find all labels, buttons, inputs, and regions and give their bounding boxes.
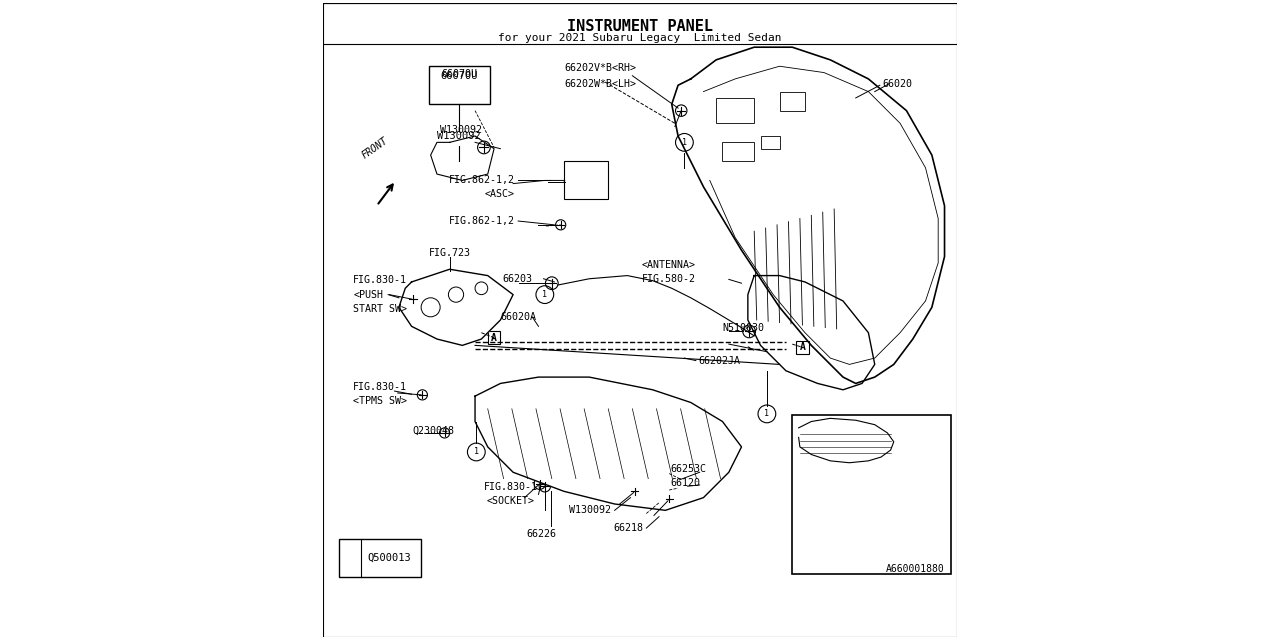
Text: FIG.723: FIG.723 <box>429 248 471 259</box>
Text: 1: 1 <box>348 554 352 563</box>
Text: Q230048: Q230048 <box>413 426 454 436</box>
Text: 66120: 66120 <box>671 478 700 488</box>
Text: FRONT: FRONT <box>360 135 389 160</box>
Polygon shape <box>475 377 741 510</box>
Text: A: A <box>800 342 805 352</box>
Bar <box>716 98 754 124</box>
Bar <box>722 142 754 161</box>
Text: 1: 1 <box>474 447 479 456</box>
Text: 66020A: 66020A <box>500 312 536 322</box>
Text: 66218: 66218 <box>613 523 643 533</box>
Text: W130092: W130092 <box>440 125 483 134</box>
Text: INSTRUMENT PANEL: INSTRUMENT PANEL <box>567 19 713 34</box>
Text: FIG.830-1: FIG.830-1 <box>353 381 407 392</box>
Text: 66202W*B<LH>: 66202W*B<LH> <box>564 79 636 89</box>
Text: FIG.862-1,2: FIG.862-1,2 <box>448 216 515 226</box>
Text: A: A <box>492 333 497 343</box>
Bar <box>339 539 421 577</box>
Text: <ASC>: <ASC> <box>484 189 515 200</box>
Text: <ANTENNA>: <ANTENNA> <box>641 260 696 271</box>
Text: 66202JA: 66202JA <box>699 356 740 365</box>
Text: 66070U: 66070U <box>440 71 477 81</box>
Bar <box>429 66 490 104</box>
Text: Q500013: Q500013 <box>367 553 411 563</box>
Text: 1: 1 <box>682 138 687 147</box>
Text: <TPMS SW>: <TPMS SW> <box>353 396 407 406</box>
Text: N510030: N510030 <box>722 323 764 333</box>
Bar <box>796 341 809 354</box>
Text: 66226: 66226 <box>526 529 557 540</box>
Text: W130092: W130092 <box>438 131 481 141</box>
Text: FIG.830-1: FIG.830-1 <box>353 275 407 285</box>
Bar <box>564 161 608 200</box>
Text: 1: 1 <box>543 290 548 299</box>
Text: FIG.580-2: FIG.580-2 <box>641 275 696 284</box>
Bar <box>488 332 500 344</box>
Bar <box>780 92 805 111</box>
Text: 66020: 66020 <box>882 79 913 89</box>
Text: <SOCKET>: <SOCKET> <box>486 497 535 506</box>
Text: START SW>: START SW> <box>353 303 407 314</box>
Text: FIG.830-1: FIG.830-1 <box>484 483 538 493</box>
Polygon shape <box>399 269 513 346</box>
Bar <box>792 415 951 574</box>
Text: <PUSH: <PUSH <box>353 290 383 300</box>
Text: 66202V*B<RH>: 66202V*B<RH> <box>564 63 636 73</box>
Text: FIG.862-1,2: FIG.862-1,2 <box>448 175 515 186</box>
Text: 66253C: 66253C <box>671 464 707 474</box>
Text: A660001880: A660001880 <box>886 564 945 573</box>
Text: 66070U: 66070U <box>442 70 477 79</box>
Text: for your 2021 Subaru Legacy  Limited Sedan: for your 2021 Subaru Legacy Limited Seda… <box>498 33 782 44</box>
Text: 1: 1 <box>764 410 769 419</box>
Text: W130092: W130092 <box>570 506 612 515</box>
Text: 66203: 66203 <box>502 274 532 284</box>
Bar <box>760 136 780 148</box>
